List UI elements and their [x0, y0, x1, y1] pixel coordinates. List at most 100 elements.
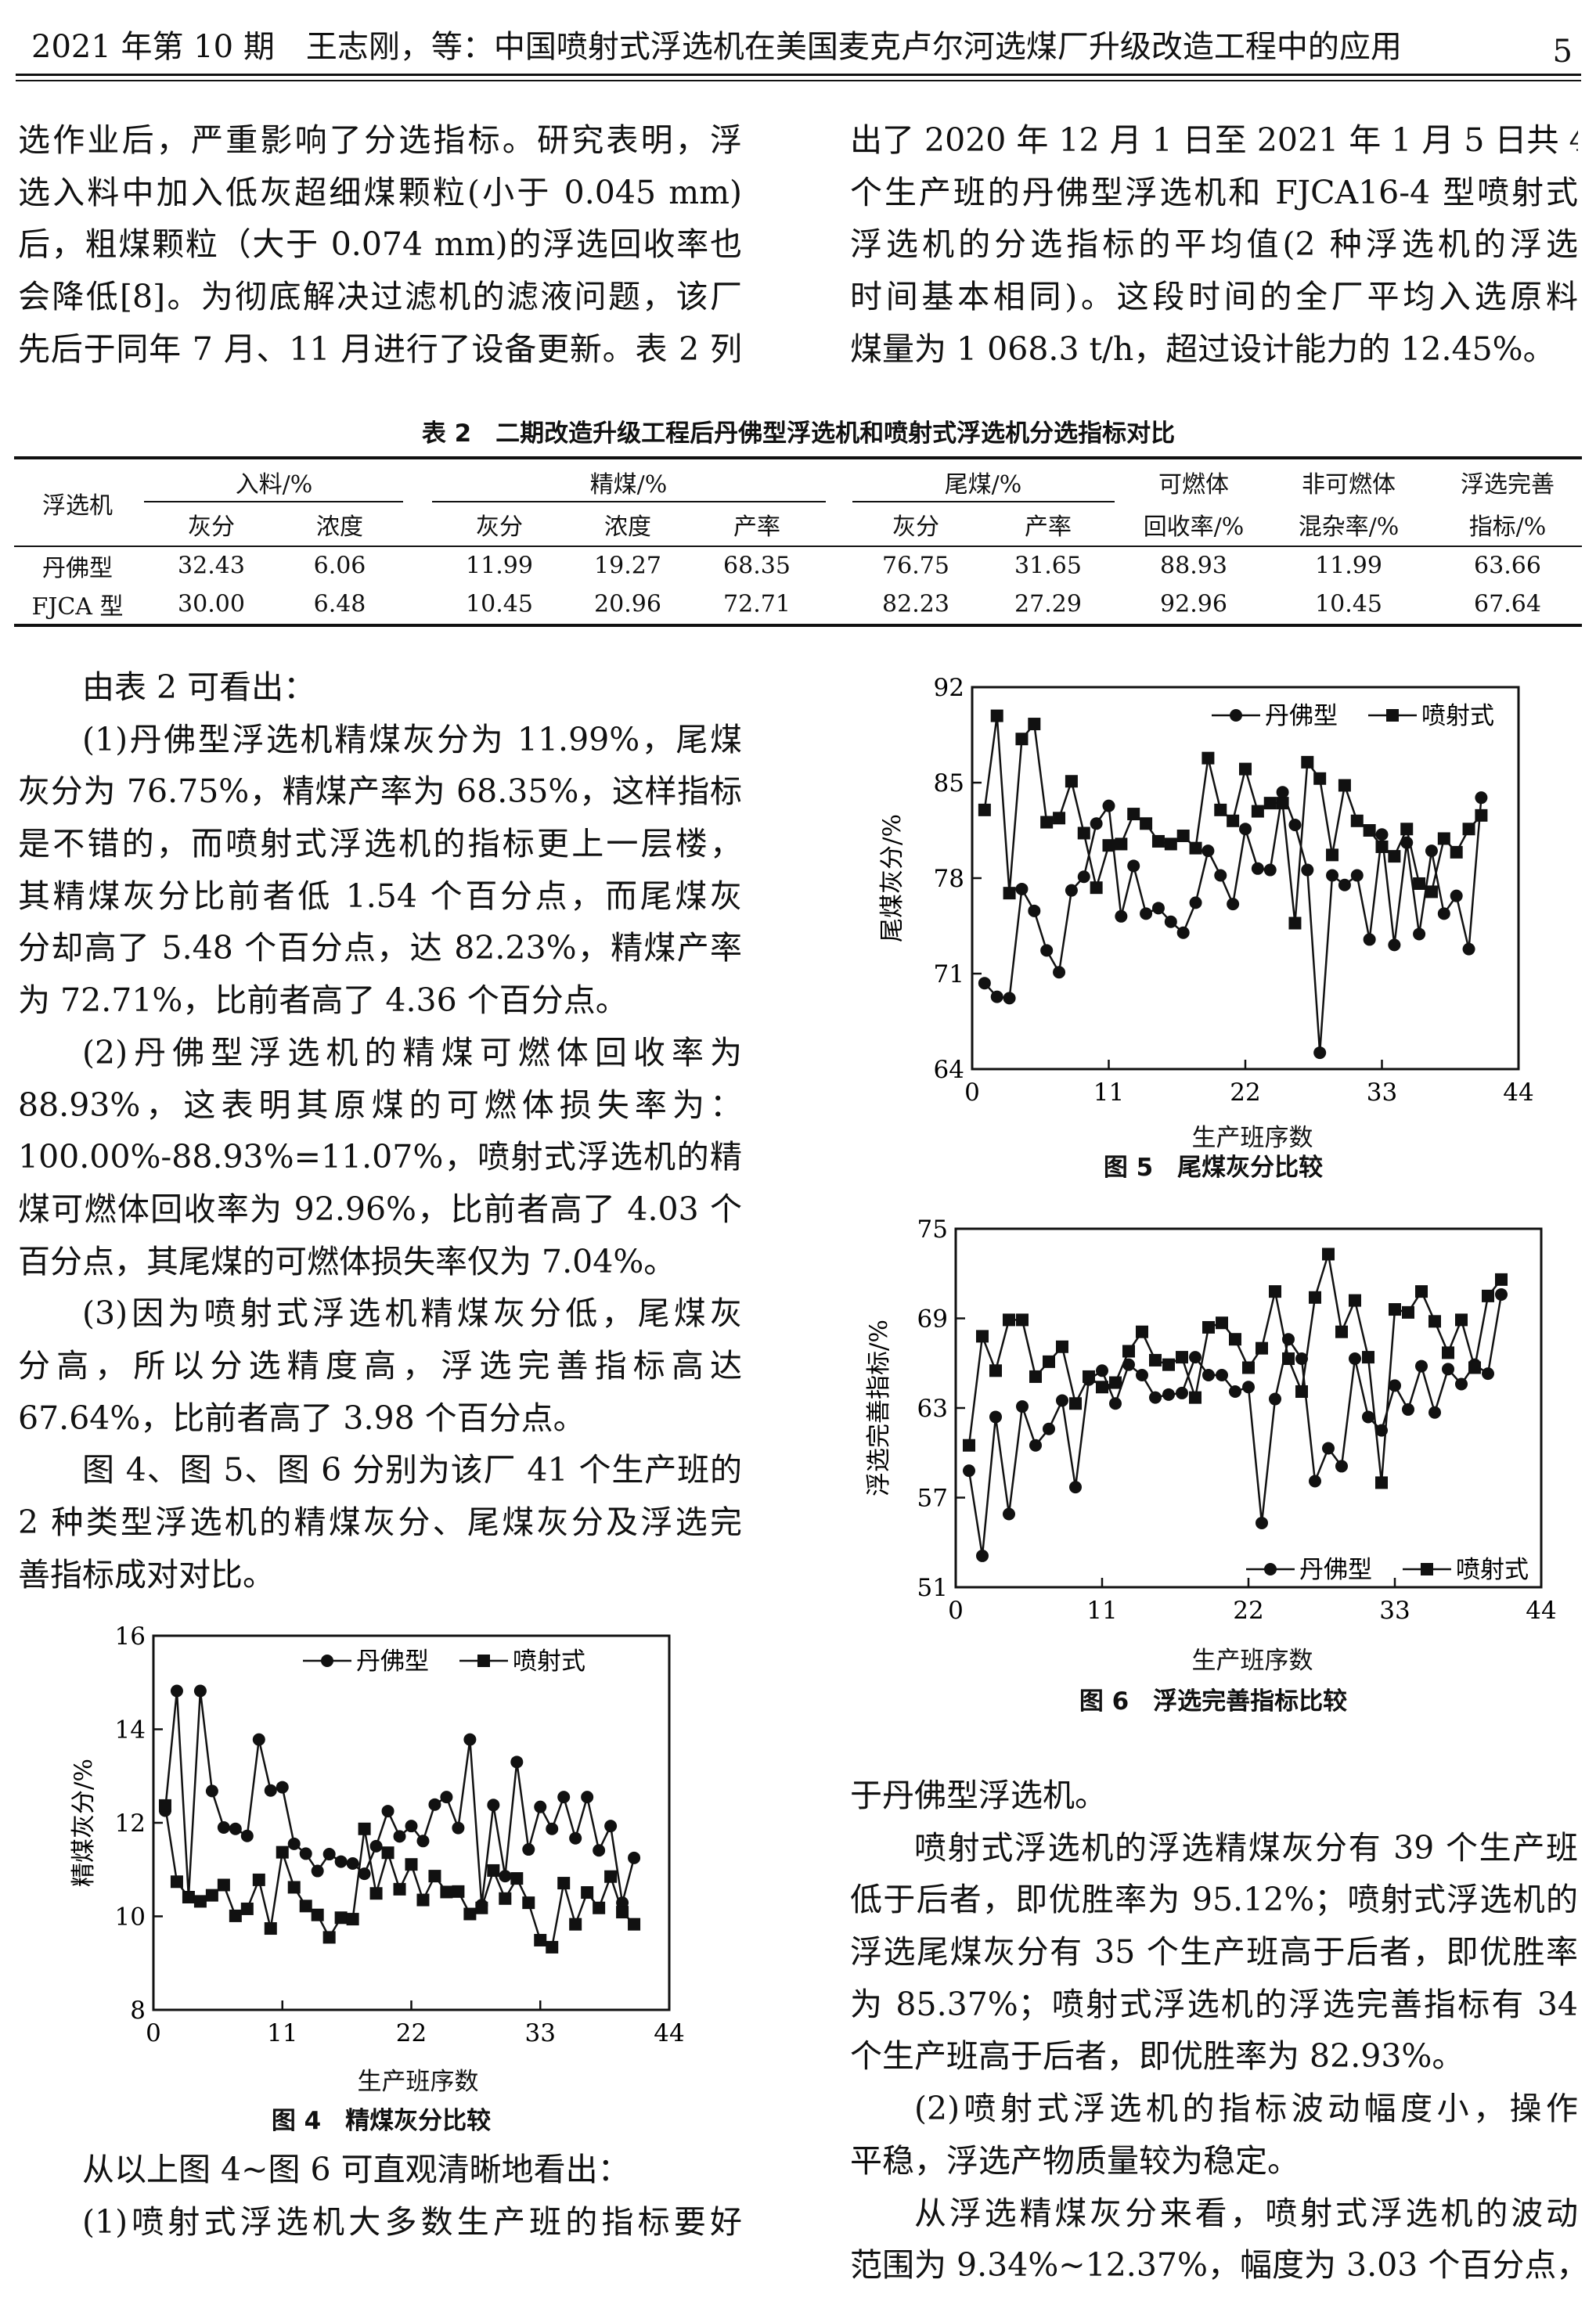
data-point-circle: [416, 1835, 430, 1848]
x-tick-label: 33: [1379, 1597, 1410, 1625]
text-line: 为 85.37%；喷射式浮选机的浮选完善指标有 34: [850, 1985, 1578, 2023]
text-block-top-left: 选作业后，严重影响了分选指标。研究表明，浮 选入料中加入低灰超细煤颗粒(小于 0.…: [18, 114, 742, 375]
data-point-circle: [1028, 904, 1041, 917]
data-point-circle: [1362, 1410, 1374, 1424]
group-rule-feed: [144, 501, 403, 502]
text-line: 煤量为 1 068.3 t/h，超过设计能力的 12.45%。: [850, 329, 1555, 368]
data-point-square: [1136, 1325, 1148, 1338]
data-point-square: [1227, 814, 1240, 827]
data-point-square: [487, 1863, 500, 1877]
text-line: 时间基本相同)。这段时间的全厂平均入选原料: [850, 278, 1578, 316]
data-point-square: [963, 1439, 975, 1452]
text-block-top-right: 出了 2020 年 12 月 1 日至 2021 年 1 月 5 日共 41 个生…: [850, 114, 1578, 375]
text-line: 煤可燃体回收率为 92.96%，比前者高了 4.03 个: [18, 1190, 742, 1228]
series-danfo: [158, 1684, 641, 1912]
text-line: 其精煤灰分比前者低 1.54 个百分点，而尾煤灰: [18, 877, 742, 915]
group-rule-tailings: [852, 501, 1115, 502]
data-point-circle: [1214, 869, 1227, 882]
data-point-square: [1151, 834, 1165, 848]
y-tick-label: 16: [115, 1622, 146, 1651]
data-point-circle: [463, 1733, 477, 1746]
data-point-circle: [1065, 884, 1078, 897]
y-tick-label: 8: [130, 1997, 146, 2025]
data-point-circle: [1122, 1358, 1135, 1371]
text-line: 分却高了 5.48 个百分点，达 82.23%，精煤产率: [18, 929, 742, 967]
data-point-square: [170, 1875, 183, 1889]
table-subheader: 灰分: [188, 513, 235, 541]
data-point-square: [1202, 751, 1215, 765]
data-point-square: [1242, 1361, 1255, 1374]
text-line: 善指标成对对比。: [18, 1555, 275, 1593]
data-point-circle: [1189, 896, 1202, 909]
data-point-circle: [1413, 927, 1426, 941]
legend-square-marker: [1386, 709, 1399, 722]
data-point-circle: [381, 1805, 394, 1818]
table-header-recovery: 可燃体: [1158, 471, 1229, 499]
table-row-label: 丹佛型: [42, 555, 113, 582]
table-cell: 92.96: [1160, 590, 1227, 618]
x-tick-label: 11: [1086, 1597, 1117, 1625]
table-cell: 82.23: [882, 590, 949, 618]
data-point-circle: [1338, 878, 1351, 891]
table-header-efficiency: 浮选完善: [1461, 471, 1555, 499]
data-point-circle: [299, 1847, 312, 1860]
data-point-circle: [1043, 1422, 1055, 1435]
text-line: 低于后者，即优胜率为 95.12%；喷射式浮选机的: [850, 1881, 1578, 1919]
data-point-circle: [1363, 933, 1376, 946]
data-point-circle: [1455, 1377, 1468, 1391]
data-point-circle: [217, 1820, 230, 1834]
data-point-circle: [1288, 819, 1302, 832]
text-line: 从以上图 4~图 6 可直观清晰地看出：: [82, 2151, 630, 2188]
header-rule: [16, 74, 1581, 76]
data-point-circle: [990, 990, 1003, 1003]
data-point-square: [1003, 887, 1016, 900]
data-point-square: [1309, 1291, 1321, 1304]
y-tick-label: 92: [934, 674, 964, 702]
data-point-circle: [1140, 907, 1153, 920]
data-point-circle: [1056, 1394, 1068, 1407]
data-point-square: [1251, 805, 1264, 818]
data-point-circle: [978, 977, 991, 990]
text-line: 分高，所以分选精度高，浮选完善指标高达: [18, 1346, 742, 1385]
data-point-square: [1239, 762, 1252, 776]
data-point-circle: [170, 1684, 183, 1698]
page-number: 5: [1552, 34, 1573, 70]
data-point-circle: [522, 1843, 535, 1856]
data-point-square: [1053, 812, 1066, 825]
data-point-square: [616, 1906, 629, 1919]
text-line: 选入料中加入低灰超细煤颗粒(小于 0.045 mm): [18, 173, 742, 211]
y-tick-label: 75: [917, 1215, 948, 1244]
data-point-square: [976, 1330, 989, 1343]
data-point-square: [1162, 1358, 1175, 1371]
data-point-square: [1065, 775, 1078, 788]
data-point-circle: [1389, 1379, 1401, 1392]
data-point-square: [1282, 1352, 1295, 1366]
data-point-square: [1122, 1345, 1135, 1358]
data-point-square: [1495, 1273, 1508, 1286]
text-line: 图 4、图 5、图 6 分别为该厂 41 个生产班的: [82, 1451, 742, 1489]
legend-entry: 丹佛型: [1246, 1556, 1372, 1584]
text-line: (1)喷射式浮选机大多数生产班的指标要好: [82, 2202, 742, 2241]
legend-entry: 喷射式: [1368, 702, 1494, 730]
data-point-square: [628, 1917, 641, 1931]
table-cell: 6.48: [313, 590, 366, 618]
data-point-circle: [1015, 882, 1029, 895]
data-point-square: [1263, 797, 1277, 810]
data-point-square: [1029, 1370, 1042, 1383]
data-point-square: [1016, 1313, 1029, 1327]
data-point-circle: [1077, 870, 1090, 884]
data-point-square: [1288, 916, 1302, 930]
data-point-square: [346, 1913, 359, 1926]
data-point-square: [405, 1858, 418, 1871]
data-point-square: [358, 1822, 371, 1835]
data-point-circle: [1109, 1397, 1122, 1410]
legend-entry: 丹佛型: [1212, 702, 1338, 730]
data-point-circle: [1102, 799, 1115, 812]
data-point-circle: [1375, 828, 1389, 841]
legend-label: 丹佛型: [1265, 702, 1338, 730]
data-point-circle: [1301, 863, 1314, 877]
data-point-circle: [1428, 1406, 1441, 1419]
text-line: 88.93%，这表明其原煤的可燃体损失率为：: [18, 1086, 742, 1124]
data-point-circle: [276, 1781, 289, 1794]
data-point-square: [1400, 823, 1414, 836]
